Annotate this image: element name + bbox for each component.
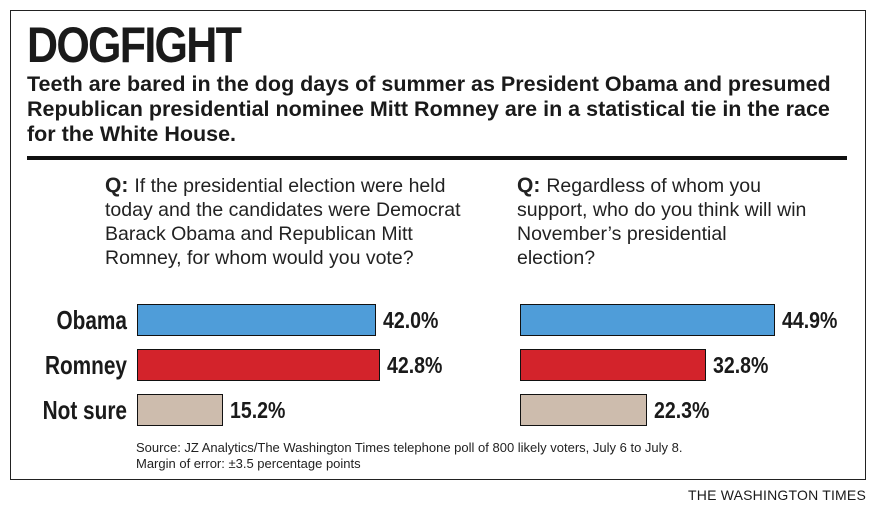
data-label: 44.9% — [782, 307, 838, 333]
bar — [137, 304, 376, 336]
question-left-prefix: Q: — [105, 174, 129, 197]
source-note: Source: JZ Analytics/The Washington Time… — [136, 440, 856, 472]
data-label: 42.0% — [382, 307, 438, 333]
question-right-prefix: Q: — [517, 174, 541, 197]
bar — [520, 304, 776, 336]
chart-subtitle: Teeth are bared in the dog days of summe… — [27, 72, 831, 146]
bar — [137, 394, 224, 426]
data-label: 22.3% — [653, 397, 710, 423]
source-text: Source: JZ Analytics/The Washington Time… — [136, 440, 683, 455]
bar — [520, 394, 647, 426]
publisher-credit: THE WASHINGTON TIMES — [688, 487, 866, 503]
category-label: Not sure — [42, 395, 127, 425]
graphic-frame — [10, 10, 866, 480]
category-label: Romney — [44, 350, 127, 380]
question-right-text: Regardless of whom you support, who do y… — [517, 175, 807, 269]
question-right: Q: Regardless of whom you support, who do… — [517, 174, 807, 270]
data-label: 15.2% — [230, 397, 286, 423]
data-label: 42.8% — [387, 352, 443, 378]
margin-of-error: Margin of error: ±3.5 percentage points — [136, 456, 361, 471]
bar — [137, 349, 381, 381]
bar — [520, 349, 707, 381]
header-divider — [27, 156, 847, 160]
data-label: 32.8% — [713, 352, 769, 378]
chart-title: DOGFIGHT — [27, 17, 242, 73]
category-label: Obama — [56, 305, 127, 335]
question-left-text: If the presidential election were held t… — [105, 175, 461, 269]
question-left: Q: If the presidential election were held… — [105, 174, 475, 270]
